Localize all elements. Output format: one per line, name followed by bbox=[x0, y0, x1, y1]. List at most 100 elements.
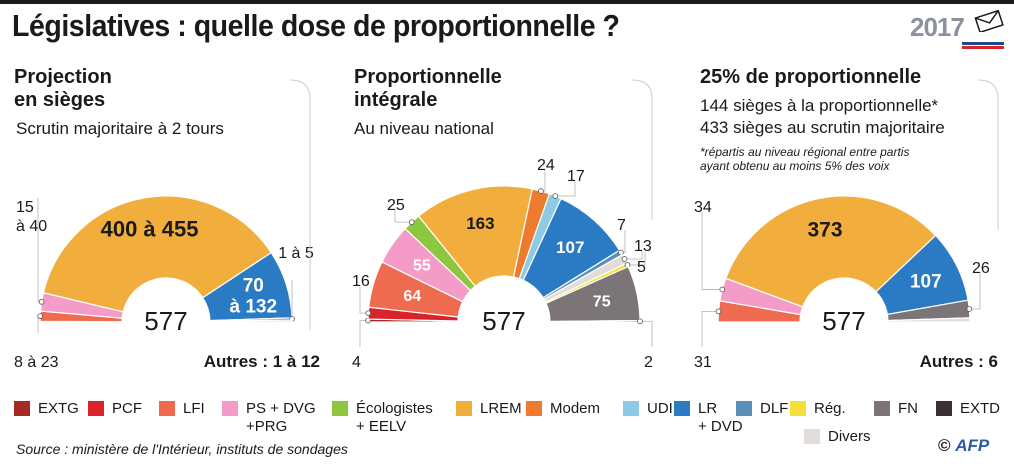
segment-label: 107 bbox=[910, 272, 942, 293]
legend-swatch bbox=[936, 401, 952, 416]
source-note: Source : ministère de l'Intérieur, insti… bbox=[16, 441, 348, 457]
panel2-title-line1: Proportionnelle bbox=[354, 66, 502, 88]
panel3-line1: 144 sièges à la proportionnelle* bbox=[700, 96, 939, 115]
total-seats-label: 577 bbox=[144, 306, 187, 336]
label-leader-line bbox=[359, 320, 369, 347]
label-leader-line bbox=[639, 320, 653, 347]
legend-label: UDI bbox=[647, 400, 673, 417]
segment-label: 75 bbox=[593, 293, 611, 310]
label-dot bbox=[538, 188, 544, 194]
label-dot bbox=[365, 310, 372, 316]
others-label: Autres : 1 à 12 bbox=[204, 352, 320, 371]
legend-label: LR bbox=[698, 400, 718, 417]
legend-label: Modem bbox=[550, 400, 601, 417]
label-leader-line bbox=[359, 286, 369, 314]
legend-label: LREM bbox=[480, 400, 522, 417]
panel1-title-line2: en sièges bbox=[14, 89, 106, 111]
legend-label: EXTD bbox=[960, 400, 1001, 417]
segment-label: 24 bbox=[537, 157, 555, 174]
segment-label: 26 bbox=[972, 260, 990, 277]
panel1-subtitle: Scrutin majoritaire à 2 tours bbox=[16, 119, 224, 138]
segment-label: 15 bbox=[16, 199, 34, 216]
panel1-title-line1: Projection bbox=[14, 66, 112, 88]
legend-swatch bbox=[222, 401, 238, 416]
segment-label: 17 bbox=[567, 168, 585, 185]
legend-label: Rég. bbox=[814, 400, 846, 417]
panel-frame-line bbox=[289, 79, 311, 330]
seat-segment-lrem bbox=[725, 195, 937, 308]
segment-label: 163 bbox=[466, 214, 494, 233]
panel3-title: 25% de proportionnelle bbox=[700, 66, 922, 88]
seat-segment-lrem bbox=[417, 185, 534, 288]
legend-label: LFI bbox=[183, 400, 205, 417]
label-dot bbox=[966, 306, 973, 312]
legend-label-line2: + DVD bbox=[698, 418, 743, 435]
segment-label: 64 bbox=[403, 288, 421, 305]
segment-label: 8 à 23 bbox=[14, 354, 59, 371]
label-dot bbox=[621, 256, 628, 262]
logo-year: 2017 bbox=[910, 12, 965, 42]
hemicycle-charts: 8 à 23 15 à 40 400 à 455 70à 132 1 à 5 577 Autr… bbox=[14, 79, 999, 371]
panel-frame-line bbox=[977, 79, 999, 230]
legend-swatch bbox=[736, 401, 752, 416]
panel3-note-line2: ayant obtenu au moins 5% des voix bbox=[700, 159, 890, 173]
legend-swatch bbox=[88, 401, 104, 416]
legend-swatch bbox=[674, 401, 690, 416]
label-dot bbox=[408, 219, 415, 225]
total-seats-label: 577 bbox=[482, 306, 525, 336]
panel2-title-line2: intégrale bbox=[354, 89, 438, 111]
segment-label: à 40 bbox=[16, 218, 47, 235]
segment-label: à 132 bbox=[229, 296, 277, 317]
legend-swatch bbox=[874, 401, 890, 416]
segment-label: 34 bbox=[694, 199, 712, 216]
legend-label: Écologistes bbox=[356, 400, 433, 417]
label-dot bbox=[38, 299, 45, 305]
legend-label: Divers bbox=[828, 428, 871, 445]
legend-label: PS + DVG bbox=[246, 400, 316, 417]
afp-logo: AFP bbox=[955, 436, 990, 455]
legend-swatch bbox=[804, 429, 820, 444]
label-leader-line bbox=[37, 198, 42, 303]
label-dot bbox=[552, 193, 559, 199]
envelope-icon bbox=[974, 10, 1004, 32]
election-logo: 2017 bbox=[910, 8, 1010, 52]
label-dot bbox=[618, 249, 624, 256]
segment-label: 107 bbox=[556, 238, 584, 257]
legend-swatch bbox=[526, 401, 542, 416]
legend-swatch bbox=[790, 401, 806, 416]
legend-swatch bbox=[332, 401, 348, 416]
panel-frame-line bbox=[631, 79, 653, 220]
segment-label: 16 bbox=[352, 273, 370, 290]
legend-swatch bbox=[14, 401, 30, 416]
segment-label: 2 bbox=[644, 354, 653, 371]
segment-label: 31 bbox=[694, 354, 712, 371]
segment-label: 13 bbox=[634, 238, 652, 255]
segment-label: 55 bbox=[413, 258, 431, 275]
legend-label-line2: +PRG bbox=[246, 418, 288, 435]
others-label: Autres : 6 bbox=[920, 352, 998, 371]
label-leader-line bbox=[394, 210, 412, 223]
total-seats-label: 577 bbox=[822, 306, 865, 336]
segment-label: 5 bbox=[637, 259, 646, 276]
label-dot bbox=[715, 308, 722, 315]
segment-label: 25 bbox=[387, 197, 405, 214]
segment-label: 4 bbox=[352, 354, 361, 371]
panel3-note-line1: *répartis au niveau régional entre parti… bbox=[700, 145, 910, 159]
logo-red-bar bbox=[962, 46, 1004, 49]
label-dot bbox=[37, 313, 43, 319]
seat-segment-lrem bbox=[42, 195, 273, 313]
label-leader-line bbox=[969, 273, 981, 310]
label-leader-line bbox=[624, 251, 643, 260]
legend-swatch bbox=[159, 401, 175, 416]
legend-label: EXTG bbox=[38, 400, 79, 417]
page-title: Législatives : quelle dose de proportion… bbox=[12, 8, 620, 43]
panel2-subtitle: Au niveau national bbox=[354, 119, 494, 138]
legend-label: DLF bbox=[760, 400, 789, 417]
legend-swatch bbox=[623, 401, 639, 416]
top-rule bbox=[0, 0, 1014, 4]
credit: © AFP bbox=[938, 436, 989, 456]
copyright-symbol: © bbox=[938, 436, 951, 455]
legend-label: PCF bbox=[112, 400, 142, 417]
label-leader-line bbox=[555, 181, 576, 197]
panel3-line2: 433 sièges au scrutin majoritaire bbox=[700, 118, 945, 137]
